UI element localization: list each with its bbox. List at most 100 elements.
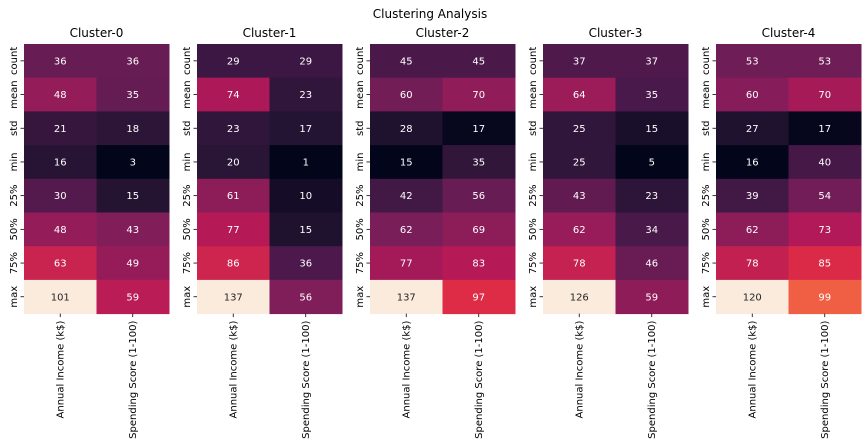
heatmap-cell [615,178,689,213]
heatmap-cell [370,212,443,247]
cell-value-label: 5 [649,157,655,168]
cell-value-label: 35 [645,90,658,101]
heatmap-cell [197,44,270,79]
heatmap-cell [370,178,443,213]
cell-value-label: 36 [126,56,139,67]
heatmap-cell [442,44,516,79]
heatmap-cell [96,111,170,146]
heatmap-cell [370,145,443,180]
col-tick-label: Spending Score (1-100) [128,321,139,439]
heatmap-cell [716,178,789,213]
row-tick-label: max [528,286,539,308]
row-tick-label: 50% [355,218,366,240]
heatmap-cell [716,77,789,112]
cell-value-label: 36 [299,259,312,270]
heatmap-cell [96,178,170,213]
heatmap-panel-2: Cluster-2 45 45 60 70 28 17 15 35 42 56 62 69 77 83 137… [355,26,516,439]
row-tick-label: max [355,286,366,308]
heatmap-cell [96,246,170,281]
cell-value-label: 16 [746,157,759,168]
cell-value-label: 78 [746,259,759,270]
cell-value-label: 85 [818,259,831,270]
heatmap-cell [442,279,516,315]
heatmap-cell [24,111,97,146]
heatmap-cell [788,178,862,213]
cell-value-label: 37 [573,56,586,67]
col-tick-label: Annual Income (k$) [229,321,240,419]
cell-value-label: 48 [54,225,67,236]
cell-value-label: 15 [126,191,139,202]
heatmap-cell [370,246,443,281]
col-tick-label: Spending Score (1-100) [474,321,485,439]
heatmap-cell [269,111,343,146]
heatmap-cell [269,77,343,112]
cell-value-label: 62 [746,225,759,236]
row-tick-label: min [528,153,539,172]
cell-value-label: 23 [227,124,240,135]
heatmap-cell [197,145,270,180]
row-tick-label: min [701,153,712,172]
heatmap-cell [615,246,689,281]
cell-value-label: 29 [299,56,312,67]
heatmap-cell [543,145,616,180]
cell-value-label: 70 [818,90,831,101]
cell-value-label: 46 [645,259,658,270]
panel-title: Cluster-1 [243,26,297,40]
col-tick-label: Annual Income (k$) [748,321,759,419]
cell-value-label: 35 [472,157,485,168]
cell-value-label: 25 [573,124,586,135]
heatmap-panel-3: Cluster-3 37 37 64 35 25 15 25 5 43 23 62 34 78 46 126 5… [528,26,689,439]
row-tick-label: min [9,153,20,172]
heatmap-cell [96,145,170,180]
cell-value-label: 78 [573,259,586,270]
cell-value-label: 70 [472,90,485,101]
cell-value-label: 17 [299,124,312,135]
heatmap-cell [442,111,516,146]
heatmap-cell [615,279,689,315]
row-tick-label: mean [355,80,366,108]
cell-value-label: 59 [126,292,139,303]
col-tick-label: Annual Income (k$) [56,321,67,419]
panel-title: Cluster-0 [70,26,124,40]
heatmap-cell [24,145,97,180]
cell-value-label: 64 [573,90,586,101]
cell-value-label: 63 [54,259,67,270]
heatmap-cell [716,145,789,180]
heatmap-cell [269,279,343,315]
cell-value-label: 1 [303,157,309,168]
row-tick-label: mean [528,80,539,108]
cell-value-label: 77 [400,259,413,270]
heatmap-cell [442,178,516,213]
cell-value-label: 23 [645,191,658,202]
heatmap-panel-0: Cluster-0 36 36 48 35 21 18 16 3 30 15 48 43 63 49 101 5… [9,26,170,439]
cell-value-label: 45 [472,56,485,67]
cell-value-label: 15 [400,157,413,168]
cell-value-label: 43 [126,225,139,236]
cell-value-label: 60 [746,90,759,101]
heatmap-cell [788,279,862,315]
col-tick-label: Spending Score (1-100) [647,321,658,439]
row-tick-label: max [9,286,20,308]
cell-value-label: 69 [472,225,485,236]
heatmap-cell [615,44,689,79]
cell-value-label: 56 [299,292,312,303]
cell-value-label: 23 [299,90,312,101]
heatmap-cell [716,212,789,247]
panel-title: Cluster-2 [416,26,470,40]
heatmap-panel-1: Cluster-1 29 29 74 23 23 17 20 1 61 10 77 15 86 36 137 5… [182,26,343,439]
panel-title: Cluster-4 [762,26,816,40]
heatmap-cell [197,279,270,315]
row-tick-label: count [701,47,712,75]
cell-value-label: 61 [227,191,240,202]
col-tick-label: Spending Score (1-100) [820,321,831,439]
heatmap-cell [269,246,343,281]
cell-value-label: 49 [126,259,139,270]
heatmap-cell [543,246,616,281]
cell-value-label: 60 [400,90,413,101]
heatmap-cell [788,246,862,281]
cell-value-label: 27 [746,124,759,135]
row-tick-label: 75% [528,252,539,274]
row-tick-label: count [182,47,193,75]
cell-value-label: 56 [472,191,485,202]
panel-title: Cluster-3 [589,26,643,40]
